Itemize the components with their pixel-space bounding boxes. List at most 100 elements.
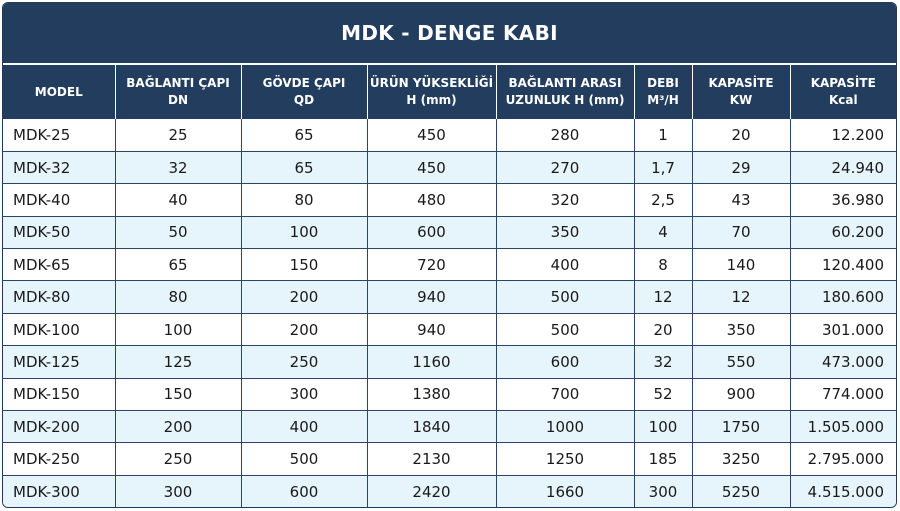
value-cell: 1250: [496, 442, 635, 476]
model-cell: MDK-100: [3, 313, 116, 347]
value-cell: 180.600: [790, 280, 896, 314]
column-header-line: UZUNLUK H (mm): [505, 93, 625, 107]
value-cell: 450: [367, 151, 497, 185]
value-cell: 774.000: [790, 378, 896, 412]
value-cell: 1: [634, 119, 693, 152]
table-row: MDK-125 125 250 1160 600 32 550 473.000: [3, 345, 896, 379]
value-cell: 1840: [367, 410, 497, 444]
value-cell: 300: [241, 378, 368, 412]
column-header-line: BAĞLANTI ÇAPI: [126, 76, 230, 90]
value-cell: 940: [367, 313, 497, 347]
column-header-line: KW: [729, 93, 753, 107]
value-cell: 150: [115, 378, 242, 412]
value-cell: 200: [115, 410, 242, 444]
value-cell: 70: [692, 216, 791, 250]
value-cell: 350: [692, 313, 791, 347]
value-cell: 250: [241, 345, 368, 379]
value-cell: 125: [115, 345, 242, 379]
model-cell: MDK-50: [3, 216, 116, 250]
table-row: MDK-200 200 400 1840 1000 100 1750 1.505.000: [3, 410, 896, 444]
value-cell: 280: [496, 119, 635, 152]
column-header-line: GÖVDE ÇAPI: [262, 76, 346, 90]
model-cell: MDK-300: [3, 475, 116, 507]
value-cell: 480: [367, 183, 497, 217]
column-header: MODEL: [3, 65, 116, 119]
value-cell: 500: [496, 313, 635, 347]
value-cell: 2,5: [634, 183, 693, 217]
table-row: MDK-50 50 100 600 350 4 70 60.200: [3, 216, 896, 250]
table-row: MDK-80 80 200 940 500 12 12 180.600: [3, 280, 896, 314]
value-cell: 32: [634, 345, 693, 379]
value-cell: 200: [241, 280, 368, 314]
table-row: MDK-300 300 600 2420 1660 300 5250 4.515.000: [3, 475, 896, 507]
table-row: MDK-32 32 65 450 270 1,7 29 24.940: [3, 151, 896, 185]
value-cell: 32: [115, 151, 242, 185]
value-cell: 600: [367, 216, 497, 250]
value-cell: 1380: [367, 378, 497, 412]
column-header-line: KAPASİTE: [810, 76, 876, 90]
table-row: MDK-65 65 150 720 400 8 140 120.400: [3, 248, 896, 282]
column-header-line: M³/H: [647, 93, 679, 107]
value-cell: 473.000: [790, 345, 896, 379]
value-cell: 120.400: [790, 248, 896, 282]
value-cell: 200: [241, 313, 368, 347]
value-cell: 36.980: [790, 183, 896, 217]
value-cell: 1,7: [634, 151, 693, 185]
value-cell: 2130: [367, 442, 497, 476]
value-cell: 500: [241, 442, 368, 476]
value-cell: 450: [367, 119, 497, 152]
value-cell: 400: [241, 410, 368, 444]
column-header: BAĞLANTI ÇAPI DN: [115, 65, 242, 119]
model-cell: MDK-125: [3, 345, 116, 379]
column-header: DEBI M³/H: [634, 65, 693, 119]
model-cell: MDK-80: [3, 280, 116, 314]
value-cell: 12: [634, 280, 693, 314]
model-cell: MDK-65: [3, 248, 116, 282]
value-cell: 25: [115, 119, 242, 152]
table-title: MDK - DENGE KABI: [3, 3, 896, 65]
column-header-line: KAPASİTE: [708, 76, 774, 90]
value-cell: 5250: [692, 475, 791, 507]
value-cell: 500: [496, 280, 635, 314]
value-cell: 29: [692, 151, 791, 185]
value-cell: 300: [634, 475, 693, 507]
value-cell: 301.000: [790, 313, 896, 347]
value-cell: 80: [241, 183, 368, 217]
model-cell: MDK-150: [3, 378, 116, 412]
value-cell: 8: [634, 248, 693, 282]
value-cell: 150: [241, 248, 368, 282]
column-header: ÜRÜN YÜKSEKLİĞİ H (mm): [367, 65, 497, 119]
value-cell: 300: [115, 475, 242, 507]
value-cell: 40: [115, 183, 242, 217]
table-body: MDK-25 25 65 450 280 1 20 12.200 MDK-32 32 65 450 27…: [3, 119, 896, 507]
value-cell: 12: [692, 280, 791, 314]
table-row: MDK-100 100 200 940 500 20 350 301.000: [3, 313, 896, 347]
value-cell: 720: [367, 248, 497, 282]
column-header: BAĞLANTI ARASI UZUNLUK H (mm): [496, 65, 635, 119]
value-cell: 270: [496, 151, 635, 185]
table-row: MDK-40 40 80 480 320 2,5 43 36.980: [3, 183, 896, 217]
column-header-line: QD: [293, 93, 315, 107]
spec-table: MODEL BAĞLANTI ÇAPI DN GÖVDE ÇAPI QD ÜRÜN YÜK…: [3, 65, 896, 507]
table-row: MDK-25 25 65 450 280 1 20 12.200: [3, 119, 896, 152]
value-cell: 1160: [367, 345, 497, 379]
value-cell: 900: [692, 378, 791, 412]
value-cell: 43: [692, 183, 791, 217]
model-cell: MDK-200: [3, 410, 116, 444]
value-cell: 65: [241, 151, 368, 185]
value-cell: 350: [496, 216, 635, 250]
value-cell: 4.515.000: [790, 475, 896, 507]
value-cell: 65: [115, 248, 242, 282]
column-header-line: H (mm): [406, 93, 457, 107]
header-row: MODEL BAĞLANTI ÇAPI DN GÖVDE ÇAPI QD ÜRÜN YÜK…: [3, 65, 896, 119]
column-header-line: MODEL: [34, 84, 83, 99]
column-header-line: DEBI: [647, 76, 679, 90]
value-cell: 1000: [496, 410, 635, 444]
value-cell: 2.795.000: [790, 442, 896, 476]
value-cell: 65: [241, 119, 368, 152]
model-cell: MDK-40: [3, 183, 116, 217]
value-cell: 1.505.000: [790, 410, 896, 444]
value-cell: 250: [115, 442, 242, 476]
value-cell: 50: [115, 216, 242, 250]
value-cell: 100: [241, 216, 368, 250]
